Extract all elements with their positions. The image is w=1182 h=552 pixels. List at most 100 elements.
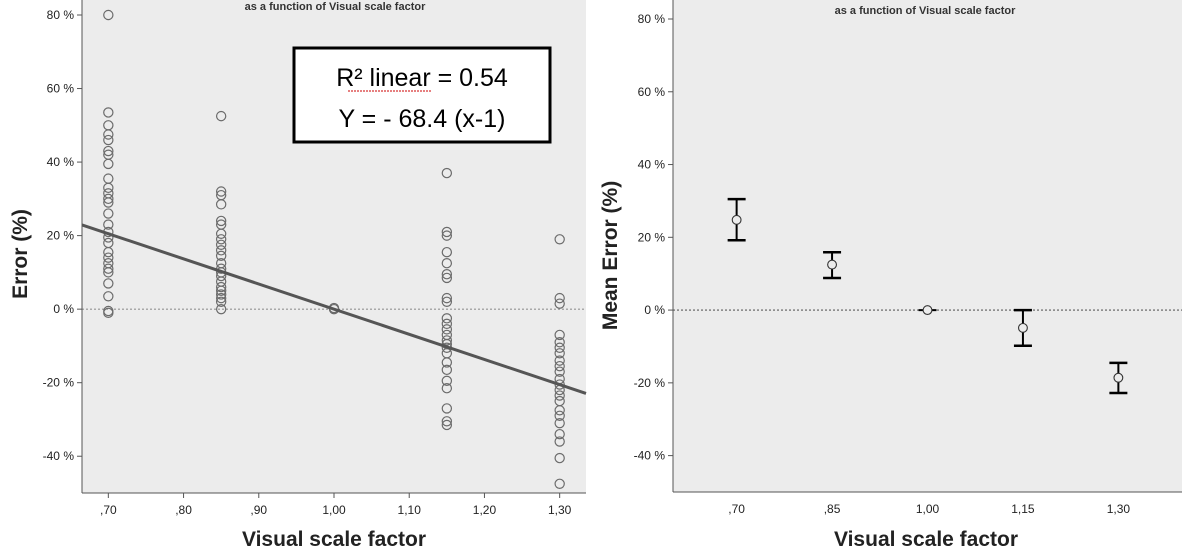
data-point bbox=[554, 436, 565, 447]
data-point bbox=[215, 285, 227, 296]
x-axis-title: Visual scale factor bbox=[834, 528, 1018, 551]
x-tick-label: ,80 bbox=[175, 503, 192, 517]
data-point bbox=[441, 230, 453, 241]
data-point bbox=[554, 405, 565, 416]
data-point bbox=[103, 291, 114, 302]
data-point bbox=[215, 239, 227, 251]
data-point bbox=[103, 208, 114, 219]
data-point bbox=[554, 355, 565, 366]
data-point bbox=[554, 348, 565, 359]
regression-line bbox=[81, 223, 587, 395]
data-point bbox=[554, 478, 565, 490]
data-point bbox=[215, 292, 227, 304]
y-tick-label: -40 % bbox=[43, 449, 75, 463]
data-point bbox=[103, 307, 114, 319]
data-point bbox=[103, 9, 114, 21]
data-point bbox=[554, 428, 565, 440]
x-tick-label: ,70 bbox=[100, 503, 117, 517]
data-point bbox=[103, 134, 114, 146]
y-tick-label: -20 % bbox=[43, 376, 75, 390]
error-bar bbox=[918, 305, 937, 316]
data-point bbox=[441, 292, 453, 304]
data-point bbox=[215, 245, 227, 256]
data-point bbox=[441, 257, 453, 269]
data-point bbox=[441, 226, 453, 238]
data-point bbox=[215, 110, 227, 122]
annotation-r-squared: R² linear = 0.54 bbox=[336, 64, 508, 92]
error-bar bbox=[1109, 361, 1128, 395]
y-tick-label: 80 % bbox=[47, 8, 75, 22]
y-tick-label: 0 % bbox=[644, 303, 665, 317]
y-tick-label: 20 % bbox=[638, 230, 666, 244]
data-point bbox=[441, 167, 453, 179]
data-point bbox=[441, 419, 453, 431]
data-point bbox=[441, 272, 453, 284]
error-bar bbox=[1013, 308, 1032, 347]
data-point bbox=[441, 364, 453, 376]
data-point bbox=[441, 313, 453, 324]
y-tick-label: 80 % bbox=[638, 12, 666, 26]
data-point bbox=[103, 129, 114, 140]
data-point bbox=[554, 329, 565, 341]
x-tick-label: 1,30 bbox=[1107, 502, 1131, 516]
data-point bbox=[103, 107, 114, 118]
y-tick-label: 0 % bbox=[53, 302, 74, 316]
data-point bbox=[554, 410, 565, 421]
data-point bbox=[441, 318, 453, 330]
data-point bbox=[215, 281, 227, 293]
data-point bbox=[215, 199, 227, 210]
data-point bbox=[554, 337, 565, 348]
y-tick-label: 60 % bbox=[47, 82, 75, 96]
data-point bbox=[441, 357, 453, 368]
data-point bbox=[554, 360, 565, 372]
y-tick-label: -20 % bbox=[634, 376, 666, 390]
mean-marker bbox=[922, 305, 933, 316]
data-point bbox=[103, 252, 114, 263]
data-point bbox=[215, 228, 227, 239]
mean-marker bbox=[1113, 372, 1124, 383]
data-point bbox=[103, 158, 114, 170]
y-tick-label: 40 % bbox=[47, 155, 75, 169]
data-point bbox=[103, 246, 114, 258]
data-point bbox=[215, 250, 227, 262]
data-point bbox=[554, 366, 565, 377]
data-point bbox=[103, 219, 114, 230]
data-point bbox=[103, 263, 114, 274]
data-point bbox=[441, 246, 453, 258]
data-point bbox=[554, 390, 565, 401]
x-tick-label: 1,20 bbox=[473, 503, 497, 517]
data-point bbox=[215, 303, 227, 315]
scatter-plot-panel: as a function of Visual scale factor -40… bbox=[9, 0, 587, 551]
data-point bbox=[441, 383, 453, 394]
error-bar-plot-panel: as a function of Visual scale factor -40… bbox=[599, 0, 1182, 551]
annotation-frame bbox=[292, 46, 552, 144]
data-point bbox=[441, 403, 453, 414]
data-point bbox=[103, 145, 114, 157]
mean-marker bbox=[731, 214, 742, 225]
data-point bbox=[215, 296, 227, 307]
x-tick-label: ,70 bbox=[728, 502, 745, 516]
annotation-equation: Y = - 68.4 (x-1) bbox=[339, 105, 506, 133]
chart-title-cropped: as a function of Visual scale factor bbox=[835, 5, 1016, 17]
data-point bbox=[554, 452, 565, 464]
data-point bbox=[441, 335, 453, 346]
x-tick-label: ,90 bbox=[250, 503, 267, 517]
y-tick-label: 40 % bbox=[638, 158, 666, 172]
regression-annotation-box: R² linear = 0.54 Y = - 68.4 (x-1) bbox=[292, 46, 552, 144]
data-point bbox=[215, 215, 227, 227]
y-tick-label: 60 % bbox=[638, 85, 666, 99]
data-point bbox=[441, 269, 453, 280]
data-point bbox=[554, 234, 565, 245]
data-point bbox=[441, 375, 453, 387]
mean-marker bbox=[1017, 322, 1028, 333]
data-point bbox=[441, 416, 453, 427]
data-point bbox=[441, 324, 453, 335]
data-point bbox=[554, 417, 565, 429]
x-tick-label: ,85 bbox=[824, 502, 841, 516]
x-axis-title: Visual scale factor bbox=[242, 528, 426, 551]
data-point bbox=[554, 292, 565, 304]
data-point bbox=[103, 197, 114, 208]
x-tick-label: 1,15 bbox=[1011, 502, 1035, 516]
data-point bbox=[554, 342, 565, 353]
data-point bbox=[215, 234, 227, 245]
